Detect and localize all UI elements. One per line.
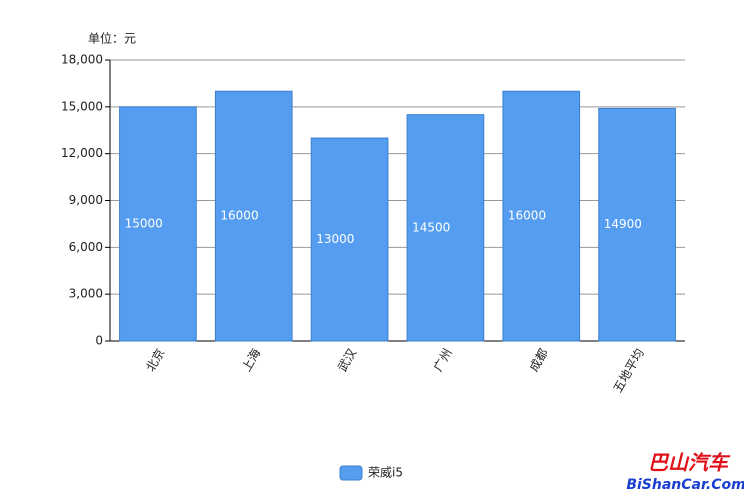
bar — [119, 106, 197, 342]
unit-label: 单位：元 — [88, 31, 136, 46]
value-label: 16000 — [508, 209, 546, 223]
watermark-title: 巴山汽车 — [648, 451, 731, 475]
y-tick-label: 9,000 — [69, 193, 103, 207]
value-label: 15000 — [125, 216, 163, 230]
bar — [406, 114, 485, 342]
bar — [214, 90, 293, 342]
y-tick-label: 15,000 — [61, 99, 103, 113]
x-tick-label: 北京 — [143, 346, 167, 374]
bar — [310, 137, 389, 342]
watermark-url: BiShanCar.Com — [626, 477, 744, 493]
value-label: 14500 — [412, 220, 450, 234]
y-tick-label: 0 — [95, 334, 103, 348]
x-tick-label: 上海 — [238, 346, 263, 374]
x-tick-label: 成都 — [527, 346, 551, 374]
legend-swatch — [339, 465, 363, 481]
bar — [502, 90, 581, 342]
x-tick-label: 武汉 — [335, 346, 359, 374]
y-tick-label: 12,000 — [61, 146, 103, 160]
y-tick-label: 6,000 — [69, 240, 103, 254]
y-tick-label: 18,000 — [61, 53, 103, 67]
value-label: 14900 — [604, 217, 642, 231]
x-tick-label: 五地平均 — [611, 346, 647, 395]
bar — [598, 107, 676, 342]
legend-label: 荣威i5 — [368, 466, 403, 480]
value-label: 13000 — [316, 232, 354, 246]
y-tick-label: 3,000 — [69, 287, 103, 301]
x-tick-label: 广州 — [431, 346, 455, 374]
value-label: 16000 — [220, 209, 258, 223]
